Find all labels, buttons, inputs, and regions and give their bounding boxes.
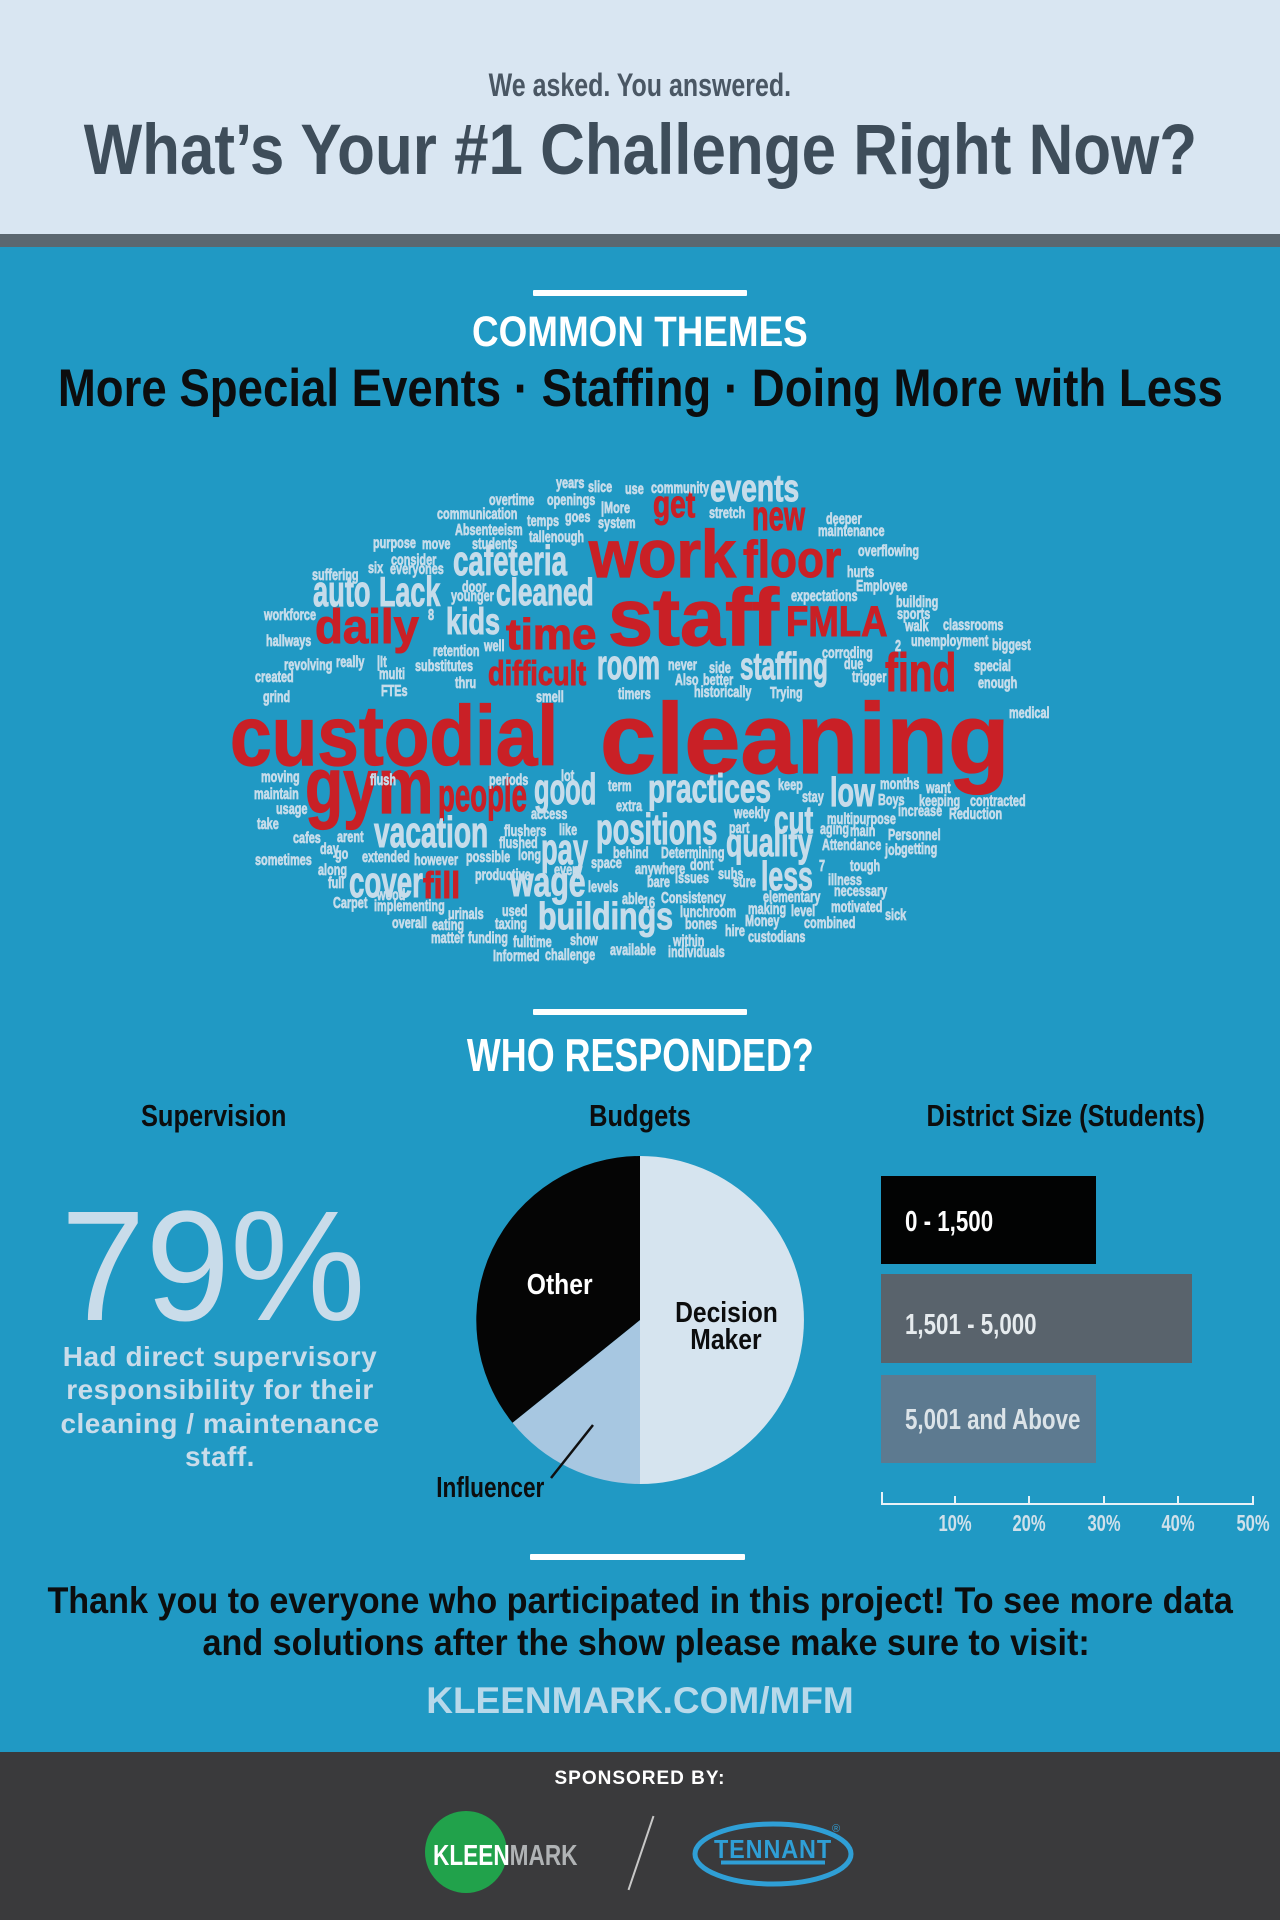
svg-text:TENNANT: TENNANT xyxy=(714,1836,832,1864)
svg-text:®: ® xyxy=(832,1823,840,1835)
